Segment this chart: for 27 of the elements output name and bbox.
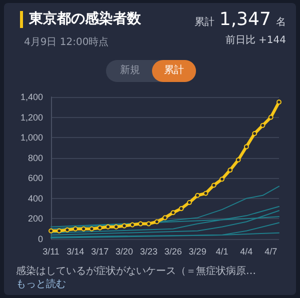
segmented-toggle: 新規 累計 bbox=[106, 60, 196, 82]
x-tick-label: 4/7 bbox=[264, 246, 278, 256]
text: もっと読む bbox=[16, 279, 66, 290]
x-tick-label: 3/14 bbox=[66, 246, 84, 256]
y-tick-label: 1,000 bbox=[20, 132, 43, 143]
x-tick-label: 3/11 bbox=[42, 246, 60, 256]
y-tick-label: 200 bbox=[28, 214, 43, 224]
chart-subtitle: 4月9日 12:00時点 bbox=[24, 36, 109, 49]
x-tick-label: 4/4 bbox=[240, 246, 253, 256]
x-tick-label: 3/20 bbox=[116, 246, 134, 256]
x-tick-label: 3/26 bbox=[164, 246, 182, 256]
y-tick-label: 600 bbox=[28, 173, 43, 184]
text: 感染はしているが症状がないケース（＝無症状病原… bbox=[16, 266, 256, 277]
x-tick-label: 3/17 bbox=[91, 246, 109, 256]
y-tick-label: 400 bbox=[28, 193, 43, 204]
text: 前日比 +144 bbox=[225, 34, 286, 47]
text: 名 bbox=[276, 17, 286, 28]
text: 1,347 bbox=[219, 9, 271, 30]
chart-title: 東京都の感染者数 bbox=[20, 11, 141, 28]
y-tick-label: 1,200 bbox=[20, 112, 43, 122]
y-tick-label: 800 bbox=[28, 152, 43, 163]
y-tick-label: 1,400 bbox=[20, 92, 43, 102]
x-tick-label: 3/23 bbox=[140, 246, 158, 256]
x-tick-label: 4/1 bbox=[216, 246, 228, 256]
x-tick-label: 3/29 bbox=[188, 246, 206, 256]
text: 累計 bbox=[194, 17, 214, 28]
y-tick-label: 0 bbox=[38, 234, 43, 244]
